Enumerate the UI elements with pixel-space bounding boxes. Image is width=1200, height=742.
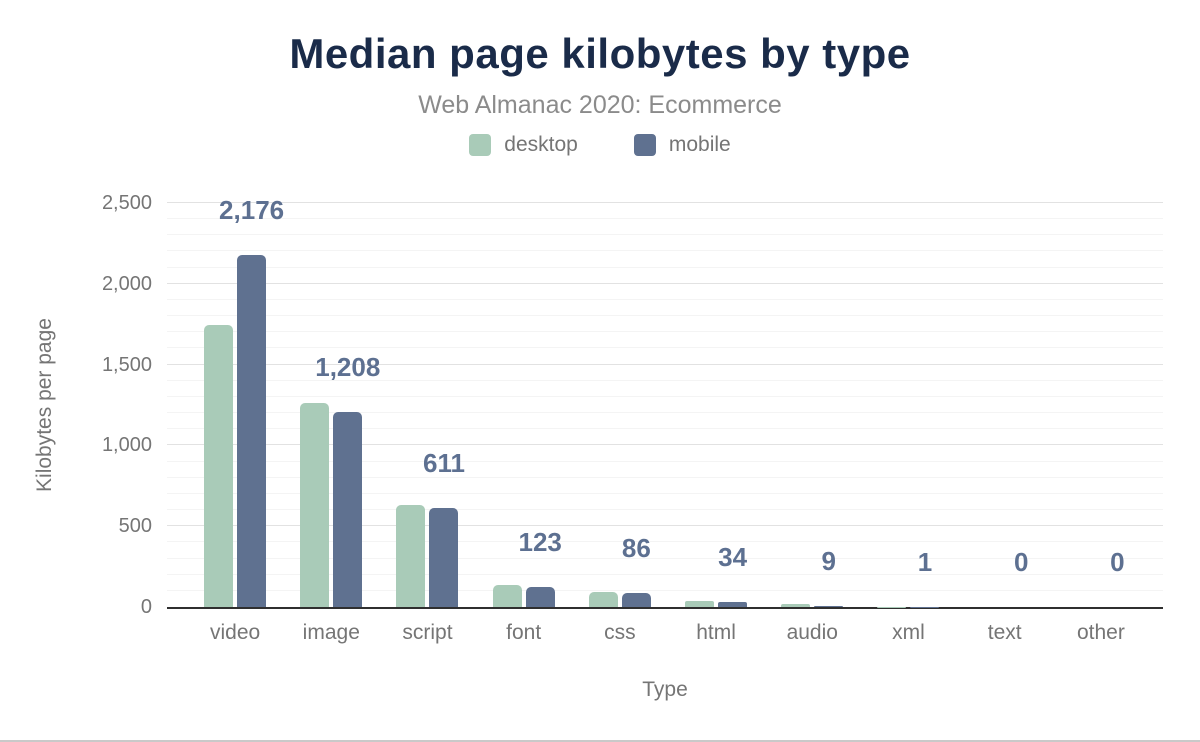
y-tick-label: 500 xyxy=(118,515,152,538)
data-label-other: 0 xyxy=(1110,547,1125,577)
legend-item-desktop: desktop xyxy=(469,133,578,157)
chart-title: Median page kilobytes by type xyxy=(289,30,911,77)
x-category-label-text: text xyxy=(987,621,1022,644)
data-label-font: 123 xyxy=(518,527,562,558)
bar-group-video: 2,176 video xyxy=(187,197,284,644)
x-category-label-xml: xml xyxy=(892,621,925,644)
x-category-label-font: font xyxy=(506,621,542,644)
gridline xyxy=(167,557,1163,559)
bar-group-text: 0 text xyxy=(957,203,1053,644)
x-category-label-html: html xyxy=(696,621,736,644)
gridline xyxy=(167,476,1163,478)
bar-mobile-video xyxy=(237,255,267,607)
gridline xyxy=(167,444,1163,446)
x-category-label-image: image xyxy=(302,621,360,644)
bar-group-font: 123 font xyxy=(476,203,572,644)
bar-mobile-audio xyxy=(814,605,844,607)
gridline xyxy=(167,331,1163,333)
data-label-html: 34 xyxy=(718,541,748,572)
gridline xyxy=(167,347,1163,349)
gridline xyxy=(167,379,1163,381)
bar-group-other: 0 other xyxy=(1053,203,1149,644)
bar-group-script: 611 script xyxy=(379,203,475,644)
gridline xyxy=(167,363,1163,365)
x-category-label-script: script xyxy=(402,621,453,644)
bar-desktop-script xyxy=(396,505,426,607)
bar-group-html: 34 html xyxy=(668,203,764,644)
data-label-image: 1,208 xyxy=(315,351,381,382)
data-label-text: 0 xyxy=(1013,547,1029,577)
bar-desktop-image xyxy=(300,402,330,607)
bar-group-audio: 9 audio xyxy=(764,203,860,644)
y-tick-label: 2,000 xyxy=(101,272,152,295)
bar-desktop-font xyxy=(492,584,522,607)
gridline xyxy=(167,509,1163,511)
gridline xyxy=(167,266,1163,268)
gridline xyxy=(167,234,1163,236)
gridline xyxy=(167,573,1163,575)
bar-group-xml: 1 xml xyxy=(860,203,956,644)
x-category-label-other: other xyxy=(1076,621,1125,644)
legend: desktop mobile xyxy=(0,133,1200,157)
gridline xyxy=(167,202,1163,203)
plot-area: 0 500 1,000 1,500 2,000 2,500 2,176 video 1,208 i… xyxy=(102,193,1163,644)
gridline xyxy=(167,218,1163,220)
x-category-label-css: css xyxy=(604,621,636,644)
chart-subtitle: Web Almanac 2020: Ecommerce xyxy=(418,91,782,119)
gridline xyxy=(167,298,1163,300)
x-category-label-video: video xyxy=(209,621,261,644)
data-label-audio: 9 xyxy=(821,545,837,576)
y-tick-label: 1,000 xyxy=(101,434,152,457)
gridline xyxy=(167,525,1163,527)
gridline xyxy=(167,315,1163,317)
bar-mobile-image xyxy=(333,411,363,607)
gridline xyxy=(167,589,1163,591)
gridline xyxy=(167,250,1163,252)
gridline xyxy=(167,395,1163,397)
y-axis-title: Kilobytes per page xyxy=(33,318,56,492)
gridline xyxy=(167,428,1163,430)
bar-mobile-script xyxy=(429,508,459,607)
data-label-video: 2,176 xyxy=(219,195,285,226)
bar-mobile-html xyxy=(718,601,748,607)
gridline xyxy=(167,460,1163,462)
bar-desktop-html xyxy=(685,601,715,607)
legend-label-mobile: mobile xyxy=(668,133,731,156)
bar-desktop-css xyxy=(588,592,618,607)
y-tick-label: 2,500 xyxy=(101,192,152,214)
gridline xyxy=(167,282,1163,284)
data-label-script: 611 xyxy=(423,448,465,479)
bar-mobile-font xyxy=(525,587,555,607)
y-tick-label: 0 xyxy=(140,596,152,618)
y-tick-label: 1,500 xyxy=(101,353,152,376)
data-label-xml: 1 xyxy=(917,546,933,577)
bar-group-css: 86 css xyxy=(572,203,668,644)
gridline xyxy=(167,412,1163,414)
x-category-label-audio: audio xyxy=(786,621,838,644)
legend-swatch-mobile-icon xyxy=(633,134,656,156)
legend-swatch-desktop-icon xyxy=(469,134,492,156)
legend-label-desktop: desktop xyxy=(504,133,578,156)
bar-group-image: 1,208 image xyxy=(283,203,381,644)
gridline xyxy=(167,541,1163,543)
bar-mobile-css xyxy=(621,593,651,607)
bar-desktop-audio xyxy=(781,604,811,607)
data-label-css: 86 xyxy=(621,533,651,564)
x-axis-title: Type xyxy=(642,678,688,701)
legend-item-mobile: mobile xyxy=(633,133,731,157)
gridline xyxy=(167,492,1163,494)
bar-desktop-video xyxy=(204,324,234,607)
